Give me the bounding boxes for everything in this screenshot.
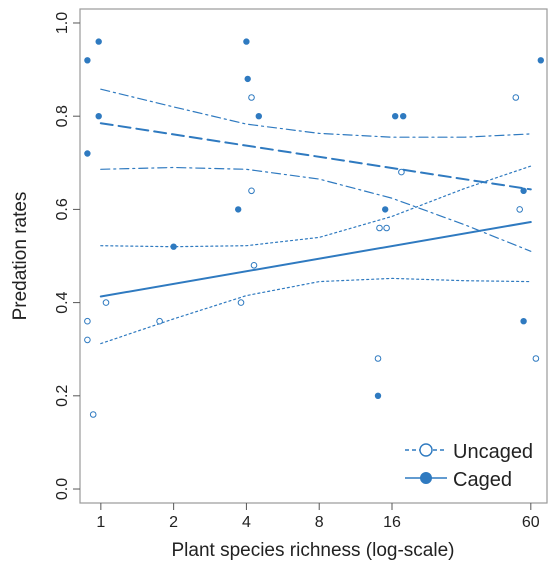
legend-uncaged-marker — [419, 443, 433, 457]
caged-point — [234, 206, 242, 213]
uncaged-point — [156, 317, 163, 325]
legend-caged-marker — [420, 472, 432, 484]
uncaged-point — [376, 224, 383, 232]
x-tick-label: 4 — [242, 514, 251, 531]
data-points — [84, 38, 544, 418]
uncaged-point — [237, 299, 245, 306]
y-tick-label: 0.0 — [54, 478, 71, 500]
x-axis-label: Plant species richness (log-scale) — [171, 540, 454, 561]
caged-point — [520, 318, 527, 325]
x-tick-label: 1 — [96, 514, 105, 531]
uncaged-point — [248, 187, 255, 195]
caged-point — [95, 112, 102, 120]
y-tick-label: 0.2 — [54, 385, 71, 407]
legend: Uncaged Caged — [405, 441, 533, 491]
caged-point — [374, 392, 382, 399]
y-tick-label: 0.6 — [54, 198, 71, 220]
caged-point — [392, 112, 399, 120]
uncaged-ci-lower — [100, 277, 532, 345]
x-tick-label: 16 — [383, 514, 401, 531]
plot-frame — [79, 8, 548, 504]
uncaged-point — [383, 224, 390, 232]
caged-point — [84, 150, 91, 157]
x-tick-label: 60 — [522, 514, 540, 531]
fit-lines — [99, 88, 532, 345]
caged-point — [537, 57, 544, 64]
caged-ci-upper — [100, 88, 532, 138]
caged-point — [382, 206, 389, 213]
uncaged-point — [516, 206, 524, 213]
caged-point — [95, 38, 102, 45]
uncaged-point — [374, 355, 382, 362]
y-axis-label: Predation rates — [10, 192, 31, 321]
caged-fit-line — [99, 122, 532, 191]
uncaged-point — [398, 168, 405, 176]
caged-point — [170, 243, 177, 250]
x-tick-label: 8 — [315, 514, 324, 531]
y-axis: 0.0 0.2 0.4 0.6 0.8 1.0 — [54, 12, 80, 500]
y-tick-label: 0.4 — [54, 291, 71, 313]
caged-point — [84, 57, 91, 64]
uncaged-point — [532, 355, 540, 362]
uncaged-point — [84, 317, 91, 325]
uncaged-point — [248, 94, 255, 101]
uncaged-point — [89, 411, 97, 418]
legend-uncaged-label: Uncaged — [453, 441, 533, 463]
uncaged-point — [512, 94, 520, 101]
legend-caged-label: Caged — [453, 469, 512, 491]
caged-point — [243, 38, 250, 45]
caged-point — [400, 112, 407, 120]
caged-point — [520, 187, 527, 194]
x-tick-label: 2 — [169, 514, 178, 531]
uncaged-fit-line — [99, 221, 532, 298]
x-axis: 1 2 4 8 16 60 — [96, 503, 540, 531]
caged-point — [255, 112, 262, 120]
y-tick-label: 1.0 — [54, 12, 71, 34]
uncaged-point — [102, 299, 110, 306]
uncaged-point — [250, 262, 258, 269]
uncaged-point — [84, 336, 91, 344]
y-tick-label: 0.8 — [54, 105, 71, 127]
caged-point — [244, 75, 251, 83]
